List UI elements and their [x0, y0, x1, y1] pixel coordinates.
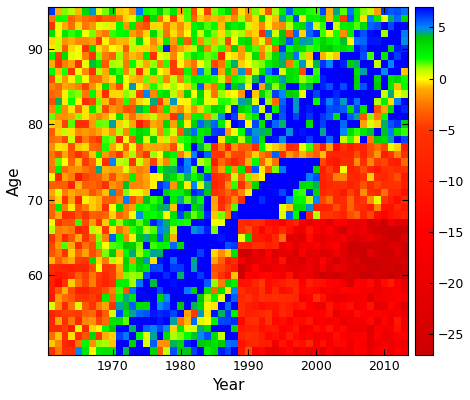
Y-axis label: Age: Age — [7, 166, 22, 196]
X-axis label: Year: Year — [212, 378, 244, 393]
